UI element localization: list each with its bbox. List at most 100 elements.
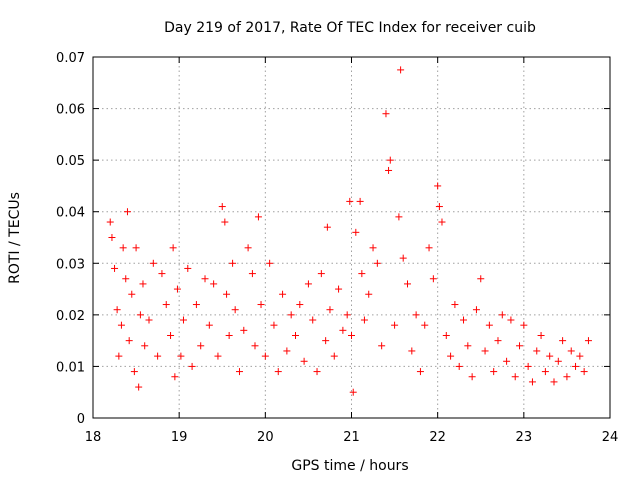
data-point [528, 378, 536, 386]
data-point [225, 331, 233, 339]
data-point [257, 301, 265, 309]
data-point [451, 301, 459, 309]
data-point [122, 275, 130, 283]
data-point [348, 331, 355, 339]
data-point [322, 337, 330, 345]
data-point [385, 166, 393, 174]
data-point [287, 311, 295, 319]
data-point [382, 110, 390, 118]
data-point [106, 218, 114, 226]
data-point [171, 373, 179, 381]
data-point [240, 326, 248, 334]
data-point [162, 301, 170, 309]
data-point [485, 321, 493, 329]
data-point [119, 244, 127, 252]
data-point [572, 362, 580, 370]
data-point [188, 362, 196, 370]
data-point [231, 306, 239, 314]
data-point [254, 213, 262, 221]
data-point [391, 321, 399, 329]
data-point [516, 342, 524, 350]
y-tick-label: 0.06 [56, 103, 85, 118]
data-point [135, 383, 143, 391]
data-point [184, 264, 192, 272]
x-axis-title: GPS time / hours [291, 458, 408, 474]
data-point [229, 259, 237, 267]
data-point [429, 275, 437, 283]
data-point [576, 352, 584, 360]
y-axis-title: ROTI / TECUs [7, 192, 23, 284]
data-point [221, 218, 229, 226]
data-point [373, 259, 381, 267]
data-point [397, 66, 405, 74]
data-point [358, 270, 366, 278]
data-point [559, 337, 567, 345]
data-point [132, 244, 140, 252]
x-tick-label: 18 [85, 430, 102, 445]
data-point [498, 311, 506, 319]
data-point [145, 316, 153, 324]
data-point [125, 337, 133, 345]
data-point [356, 197, 364, 205]
data-point [270, 321, 278, 329]
y-tick-label: 0.05 [56, 154, 85, 169]
data-point [460, 316, 468, 324]
data-point [192, 301, 200, 309]
data-point [378, 342, 386, 350]
data-point [541, 368, 549, 376]
data-point [326, 306, 334, 314]
data-point [503, 357, 511, 365]
data-point [108, 234, 116, 241]
data-point [447, 352, 455, 360]
x-tick-labels: 18 19 20 21 22 23 24 [85, 430, 619, 445]
data-point [490, 368, 498, 376]
data-point [468, 373, 476, 381]
x-tick-label: 19 [171, 430, 188, 445]
data-point [330, 352, 338, 360]
data-point [435, 203, 443, 211]
data-point [141, 342, 149, 350]
data-point [464, 342, 472, 350]
data-point [343, 311, 351, 319]
x-tick-label: 21 [343, 430, 360, 445]
x-tick-label: 22 [429, 430, 446, 445]
data-point [296, 301, 304, 309]
data-point [130, 368, 138, 376]
data-point [169, 244, 177, 252]
data-point [136, 311, 144, 319]
data-point [567, 347, 575, 355]
data-point [369, 244, 377, 252]
data-point [274, 368, 282, 376]
data-point [323, 223, 331, 231]
data-point [201, 275, 209, 283]
data-point [580, 368, 588, 376]
data-point [313, 368, 321, 376]
data-point [266, 259, 274, 267]
x-tick-label: 23 [516, 430, 533, 445]
x-tick-label: 20 [257, 430, 274, 445]
data-point [251, 342, 259, 350]
data-point [477, 275, 485, 283]
data-point [563, 373, 571, 381]
grid-lines [93, 57, 610, 418]
data-point [481, 347, 489, 355]
axis-ticks [92, 56, 611, 419]
data-point [205, 321, 213, 329]
data-point [416, 368, 424, 376]
data-point [408, 347, 416, 355]
data-point [210, 280, 218, 288]
data-point [425, 244, 433, 252]
data-point [173, 285, 181, 293]
data-point [494, 337, 502, 345]
data-point [421, 321, 429, 329]
data-point [167, 331, 175, 339]
data-point [235, 368, 243, 376]
chart-title: Day 219 of 2017, Rate Of TEC Index for r… [164, 20, 536, 36]
data-point [197, 342, 205, 350]
data-point [349, 388, 357, 396]
data-point [300, 357, 308, 365]
data-point [304, 280, 312, 288]
data-point [386, 156, 394, 164]
y-tick-label: 0.01 [56, 360, 85, 375]
